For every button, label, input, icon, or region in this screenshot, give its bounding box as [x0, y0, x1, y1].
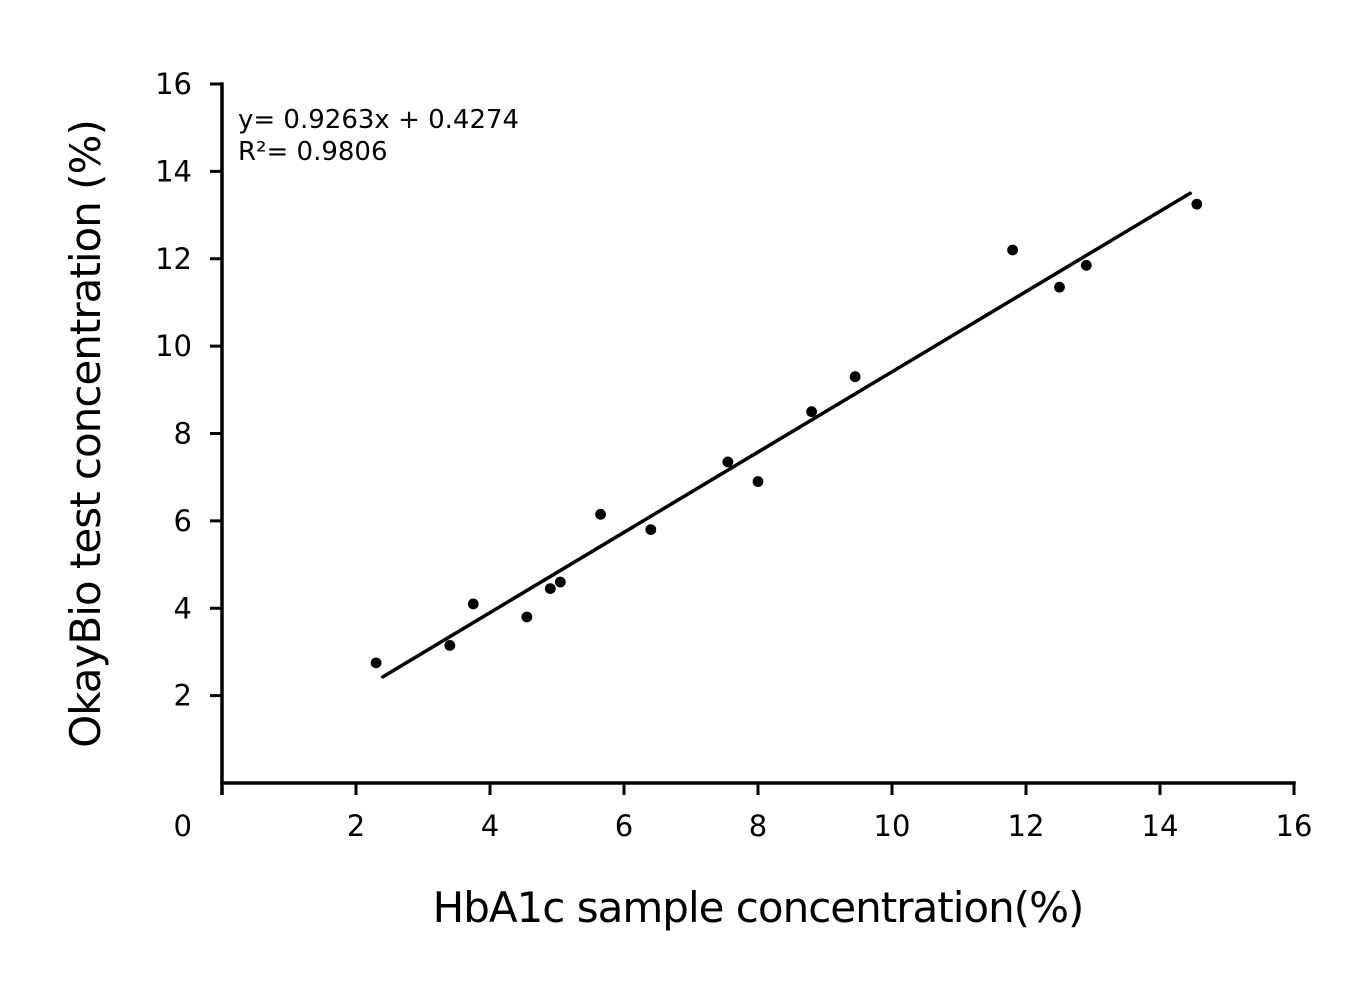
y-tick-label: 4	[174, 591, 192, 625]
x-tick-label: 12	[1008, 809, 1045, 843]
x-tick-label: 10	[874, 809, 911, 843]
tick-labels: 0 2 4 6 8 10 12 14 16 2 4 6 8 10 12 14 16	[155, 67, 1312, 843]
y-tick-label: 6	[174, 504, 192, 538]
y-axis-title: OkayBio test concentration (%)	[61, 120, 110, 748]
axes	[220, 82, 1296, 795]
data-point	[1080, 259, 1092, 271]
y-tick-label: 16	[155, 67, 192, 101]
data-point	[595, 508, 606, 520]
y-tick-label: 10	[155, 329, 192, 363]
y-tick-label: 14	[155, 154, 192, 188]
data-point	[645, 524, 657, 536]
x-tick-label: 16	[1276, 809, 1313, 843]
trendline	[381, 191, 1192, 679]
data-point	[806, 406, 817, 418]
r-squared-annotation: R²= 0.9806	[238, 137, 388, 167]
data-point	[521, 611, 533, 623]
data-point	[722, 456, 734, 468]
data-point	[752, 476, 764, 487]
equation-annotation: y= 0.9263x + 0.4274	[238, 105, 519, 135]
x-tick-label: 8	[749, 809, 767, 843]
data-point	[1191, 198, 1203, 210]
y-tick-label: 2	[174, 679, 192, 713]
data-point	[1007, 244, 1018, 256]
y-tick-label: 12	[155, 242, 192, 276]
data-point	[467, 598, 479, 610]
x-tick-label: 4	[481, 809, 499, 843]
x-tick-label: 14	[1142, 809, 1179, 843]
tick-marks	[210, 82, 1296, 795]
x-tick-label: 6	[615, 809, 633, 843]
data-point	[1054, 281, 1065, 293]
data-point	[544, 583, 556, 594]
data-point	[370, 657, 382, 669]
data-points	[370, 198, 1203, 669]
data-point	[849, 371, 861, 383]
x-tick-label: 2	[347, 809, 365, 843]
data-point	[444, 639, 456, 651]
x-tick-label: 0	[174, 809, 192, 843]
y-tick-label: 8	[174, 417, 192, 451]
data-point	[554, 576, 566, 588]
x-axis-title: HbA1c sample concentration(%)	[433, 883, 1084, 932]
